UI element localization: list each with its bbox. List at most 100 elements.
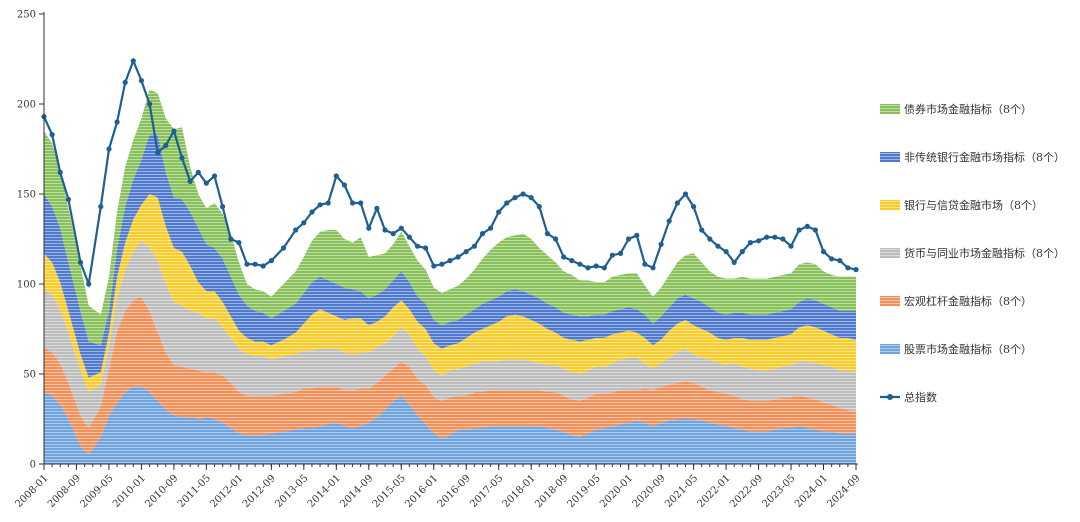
x-tick-label: 2024-01 — [793, 473, 830, 510]
total-index-point — [617, 250, 624, 256]
legend-swatch-texture — [880, 104, 900, 114]
total-index-point — [585, 265, 591, 271]
legend-swatch-texture — [880, 344, 900, 354]
total-index-point — [325, 200, 331, 206]
total-index-point — [682, 191, 689, 197]
y-tick-label: 250 — [17, 10, 36, 21]
total-index-point — [358, 200, 364, 206]
total-index-point — [707, 236, 713, 242]
total-index-point — [634, 232, 640, 238]
total-index-point — [114, 119, 120, 125]
total-index-point — [179, 155, 185, 161]
total-index-point — [447, 258, 453, 264]
total-index-point — [220, 204, 226, 210]
total-index-point — [122, 79, 128, 85]
total-index-point — [796, 227, 802, 233]
total-index-point — [252, 261, 258, 267]
total-index-line-layer — [41, 57, 859, 289]
total-index-point — [536, 204, 542, 210]
x-tick-label: 2020-09 — [631, 473, 668, 510]
legend-swatch-texture — [880, 200, 900, 210]
total-index-point — [829, 256, 835, 262]
total-index-point — [601, 265, 607, 271]
legend-item[interactable]: 银行与信贷金融市场（8个） — [880, 198, 1043, 212]
total-index-point — [155, 150, 161, 156]
total-index-point — [333, 173, 339, 179]
total-index-point — [804, 223, 810, 229]
legend-item[interactable]: 股票市场金融指标（8个） — [880, 342, 1032, 356]
total-index-point — [171, 128, 177, 134]
total-index-point — [187, 178, 193, 184]
total-index-point — [398, 225, 404, 231]
total-index-point — [98, 204, 104, 210]
total-index-point — [764, 234, 770, 240]
total-index-point — [756, 238, 762, 244]
total-index-point — [57, 169, 63, 175]
total-index-point — [423, 245, 429, 251]
total-index-point — [739, 249, 745, 255]
x-tick-label: 2018-09 — [533, 473, 570, 510]
total-index-point — [658, 241, 664, 247]
total-index-point — [593, 263, 599, 269]
legend-item[interactable]: 非传统银行金融市场指标（8个） — [880, 150, 1065, 164]
y-tick-label: 150 — [17, 190, 36, 201]
total-index-point — [268, 258, 274, 264]
x-tick-label: 2016-01 — [403, 473, 440, 510]
total-index-point — [747, 240, 754, 246]
total-index-point — [512, 195, 518, 201]
x-tick-label: 2009-05 — [78, 473, 115, 510]
x-tick-label: 2021-05 — [663, 473, 700, 510]
legend-label: 总指数 — [904, 390, 937, 404]
total-index-point — [699, 227, 705, 233]
total-index-point — [374, 205, 380, 211]
x-tick-label: 2019-05 — [566, 473, 603, 510]
legend-item[interactable]: 债券市场金融指标（8个） — [880, 102, 1032, 116]
x-tick-label: 2015-05 — [371, 473, 408, 510]
areas-layer — [44, 89, 856, 464]
legend-item[interactable]: 货币与同业市场金融指标（8个） — [880, 246, 1065, 260]
total-index-point — [528, 195, 534, 201]
total-index-point — [504, 200, 510, 206]
x-tick-label: 2010-09 — [143, 473, 180, 510]
total-index-point — [691, 204, 697, 210]
total-index-point — [77, 259, 84, 265]
total-index-point — [414, 243, 421, 249]
x-tick-label: 2018-01 — [501, 473, 538, 510]
total-index-point — [666, 218, 672, 224]
total-index-point — [138, 78, 144, 84]
total-index-point — [366, 225, 372, 231]
total-index-point — [317, 202, 323, 208]
total-index-point — [642, 261, 648, 267]
area-series-5-texture — [44, 134, 856, 378]
legend-item[interactable]: 宏观杠杆金融指标（8个） — [880, 294, 1032, 308]
legend-swatch-texture — [880, 248, 900, 258]
legend-label: 债券市场金融指标（8个） — [904, 102, 1032, 116]
legend-item[interactable]: 总指数 — [880, 390, 937, 404]
total-index-point — [130, 58, 136, 64]
total-index-point — [853, 267, 859, 273]
total-index-point — [496, 209, 502, 215]
total-index-point — [626, 236, 632, 242]
total-index-point — [203, 180, 209, 186]
total-index-point — [772, 234, 778, 240]
total-index-point — [390, 231, 396, 237]
total-index-point — [715, 243, 721, 249]
legend-label: 宏观杠杆金融指标（8个） — [904, 294, 1032, 308]
total-index-point — [812, 227, 819, 233]
total-index-point — [731, 259, 737, 265]
total-index-point — [211, 173, 218, 179]
total-index-point — [609, 252, 616, 258]
x-tick-label: 2012-09 — [241, 473, 278, 510]
total-index-point — [820, 249, 827, 255]
total-index-point — [439, 261, 445, 267]
x-tick-label: 2008-09 — [46, 473, 83, 510]
total-index-point — [723, 249, 729, 255]
total-index-point — [86, 281, 92, 287]
x-tick-label: 2024-09 — [825, 473, 862, 510]
total-index-point — [49, 132, 55, 138]
total-index-point — [244, 261, 250, 267]
total-index-point — [293, 227, 299, 233]
total-index-point — [260, 263, 266, 269]
total-index-point — [341, 182, 347, 188]
total-index-point — [147, 101, 153, 107]
